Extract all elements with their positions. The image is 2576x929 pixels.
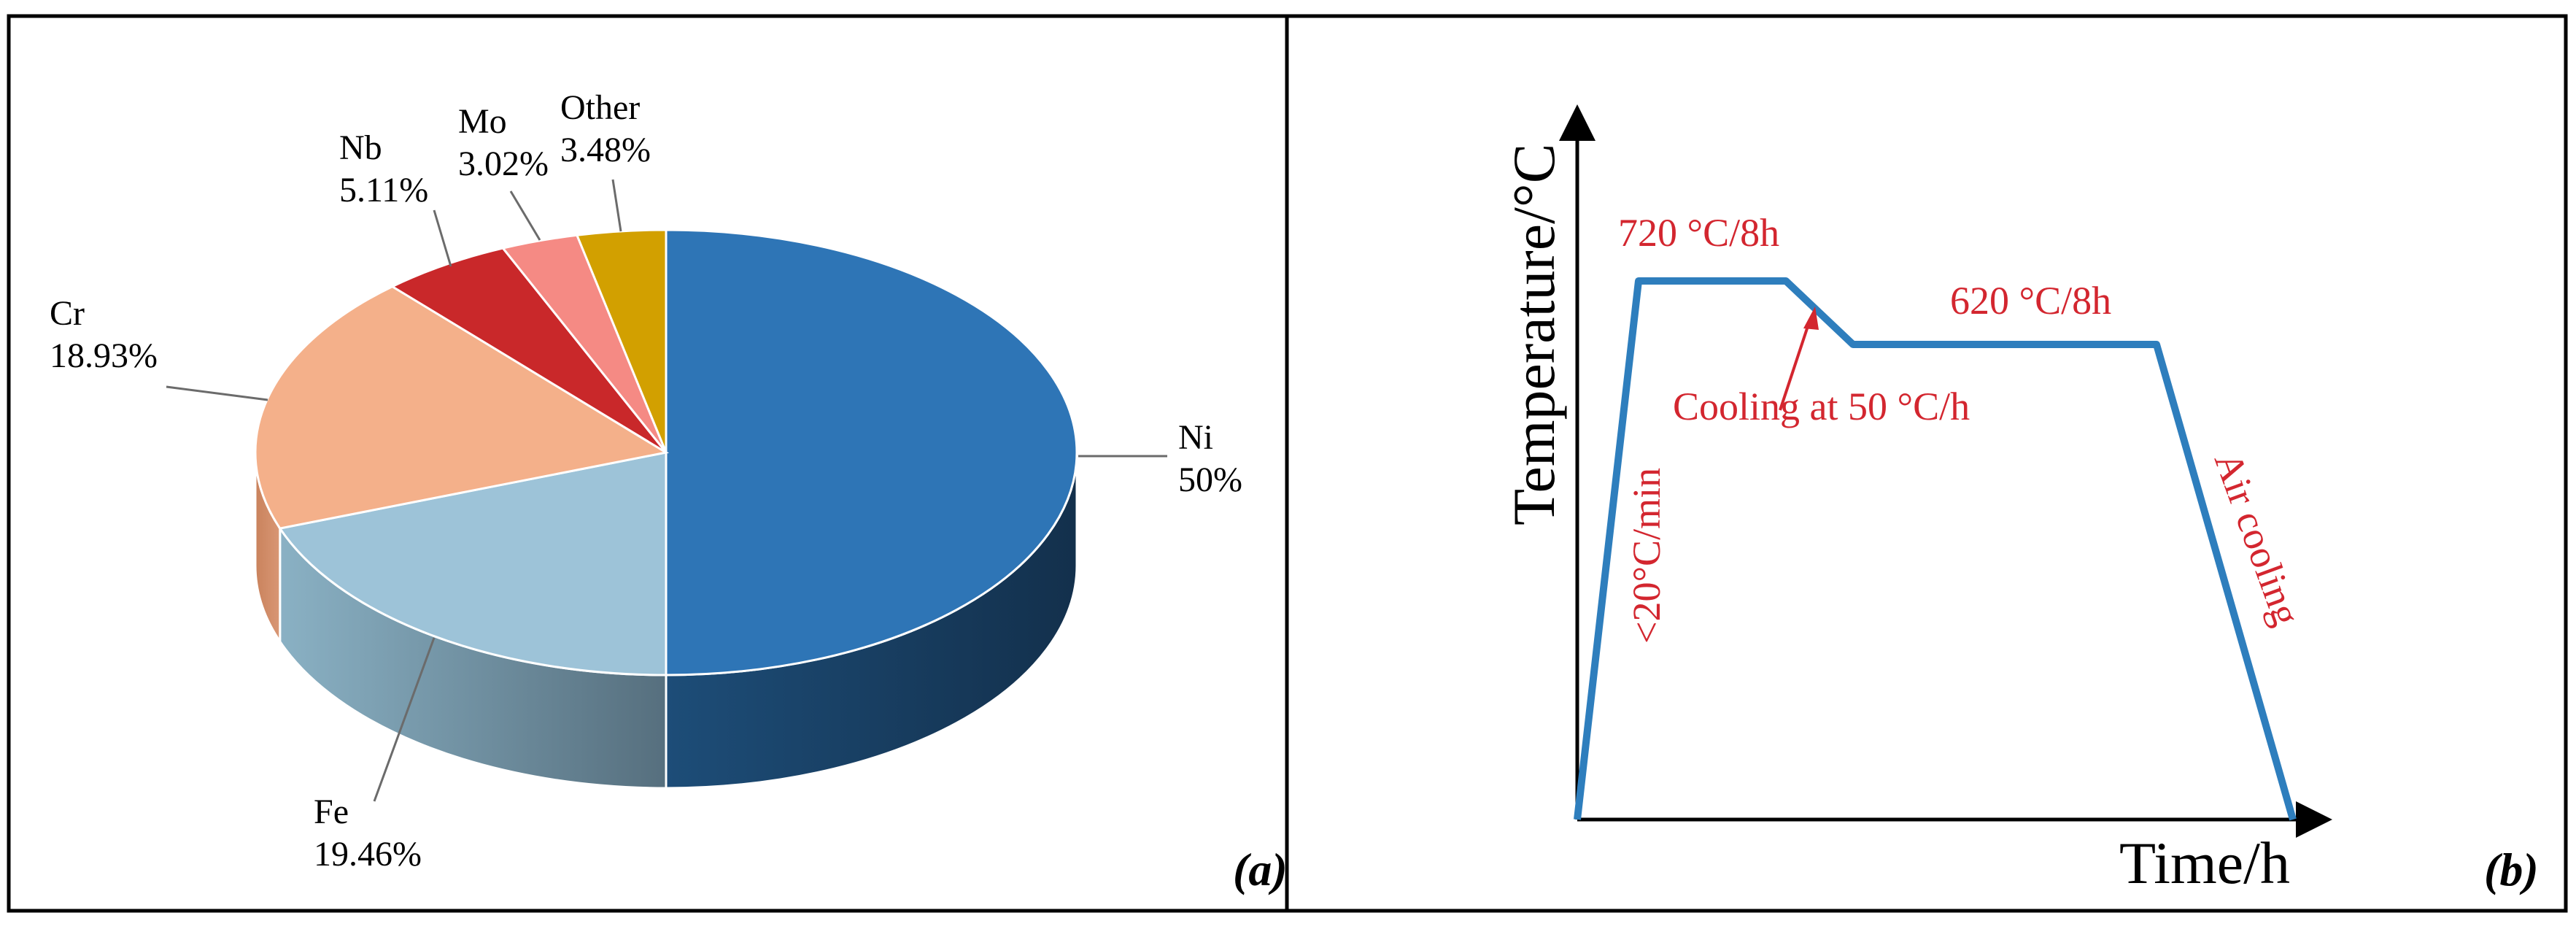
pie-label-value-cr: 18.93% <box>50 336 158 375</box>
leader-line-other <box>611 179 622 232</box>
leader-line-cr <box>166 385 268 401</box>
stage-label-cooling: Cooling at 50 °C/h <box>1673 385 1970 428</box>
pie-chart <box>254 228 1078 790</box>
panel-label-a: (a) <box>1233 844 1288 895</box>
pie-slice-ni <box>665 228 1078 676</box>
pie-slice-nb <box>390 247 668 454</box>
pie-slice-cr <box>254 285 670 530</box>
x-axis-label: Time/h <box>2119 830 2290 896</box>
cooling-arrow <box>1779 319 1811 411</box>
leader-line-fe <box>373 637 436 802</box>
schedule-chart: Temperature/°C Time/h <20°C/min 720 °C/8… <box>1501 104 2539 896</box>
pie-label-name-fe: Fe <box>314 793 349 831</box>
pie-label-name-ni: Ni <box>1178 418 1213 457</box>
stage-label-air-cool: Air cooling <box>2206 447 2309 631</box>
pie-slice-fe <box>278 451 668 676</box>
panel-b-border <box>1285 14 2568 913</box>
stage-label-hold-2: 620 °C/8h <box>1950 279 2111 323</box>
stage-label-heating: <20°C/min <box>1625 468 1668 644</box>
pie-label-name-other: Other <box>560 88 640 127</box>
pie-label-value-mo: 3.02% <box>458 144 549 183</box>
pie-label-value-other: 3.48% <box>560 131 651 169</box>
leader-line-nb <box>433 209 452 267</box>
stage-label-hold-1: 720 °C/8h <box>1618 211 1779 255</box>
y-axis-label: Temperature/°C <box>1501 144 1567 525</box>
pie-label-name-mo: Mo <box>458 102 507 141</box>
cooling-arrow-head <box>1803 307 1819 330</box>
panel-label-b: (b) <box>2484 844 2539 895</box>
pie-label-name-cr: Cr <box>50 294 85 333</box>
pie-label-name-nb: Nb <box>339 128 382 167</box>
pie-label-value-nb: 5.11% <box>339 171 428 209</box>
pie-label-value-fe: 19.46% <box>314 835 422 874</box>
temperature-curve <box>1574 277 2297 821</box>
pie-label-value-ni: 50% <box>1178 460 1242 499</box>
leader-line-mo <box>509 190 541 241</box>
